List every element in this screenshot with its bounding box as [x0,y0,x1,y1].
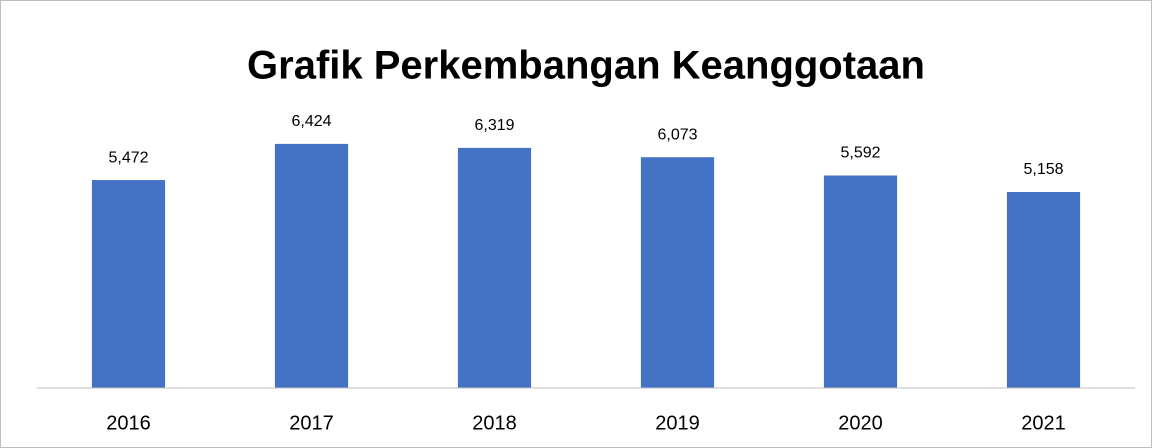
x-tick-label: 2021 [1021,412,1066,434]
data-label: 5,472 [108,149,148,166]
x-tick-label: 2016 [106,412,151,434]
bar [1006,191,1081,388]
bar [457,147,532,388]
bar [823,175,898,388]
data-label: 6,424 [291,113,331,130]
data-label: 5,158 [1023,161,1063,178]
bar [640,157,715,388]
data-label: 6,319 [474,117,514,134]
data-label: 5,592 [840,145,880,162]
chart-title: Grafik Perkembangan Keanggotaan [247,44,925,88]
x-tick-label: 2018 [472,412,517,434]
bar [91,180,166,388]
x-tick-label: 2019 [655,412,700,434]
data-label: 6,073 [657,126,697,143]
x-tick-label: 2017 [289,412,334,434]
x-tick-label: 2020 [838,412,883,434]
bar [274,143,349,388]
